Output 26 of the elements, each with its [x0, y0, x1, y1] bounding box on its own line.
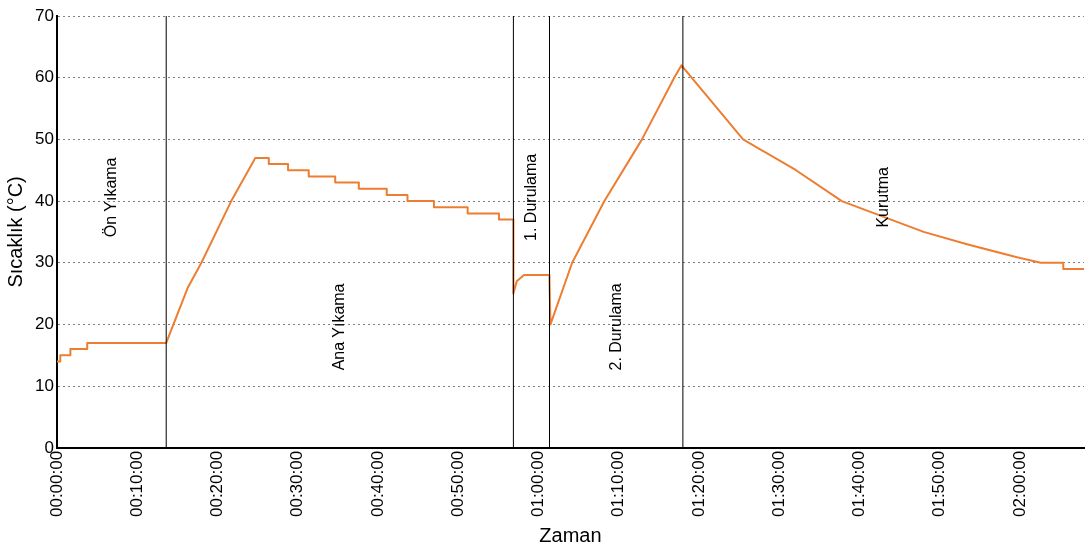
y-tick-label: 50 — [34, 129, 54, 149]
x-tick-label: 02:00:00 — [1009, 450, 1029, 518]
annotation: Ana Yıkama — [330, 283, 348, 371]
x-tick-label: 01:40:00 — [849, 450, 869, 518]
x-tick-label: 00:10:00 — [126, 450, 146, 518]
y-tick-label: 70 — [34, 5, 54, 25]
y-tick-label: 20 — [34, 314, 54, 334]
annotation: 1. Durulama — [521, 153, 539, 241]
x-tick-label: 01:50:00 — [929, 450, 949, 518]
y-tick-label: 60 — [34, 67, 54, 87]
y-tick-label: 30 — [34, 252, 54, 272]
x-tick-label: 00:50:00 — [447, 450, 467, 518]
y-axis-title: Sıcaklık (°C) — [3, 176, 26, 288]
x-tick-label: 00:40:00 — [367, 450, 387, 518]
x-tick-label: 00:30:00 — [287, 450, 307, 518]
x-tick-label: 01:20:00 — [688, 450, 708, 518]
y-tick-label: 40 — [34, 190, 54, 210]
x-tick-label: 00:20:00 — [207, 450, 227, 518]
annotation: Kurutma — [873, 167, 891, 228]
x-axis-title: Zaman — [539, 523, 602, 546]
annotation: Ön Yıkama — [101, 157, 119, 238]
x-tick-label: 01:00:00 — [528, 450, 548, 518]
x-tick-label: 01:30:00 — [768, 450, 788, 518]
y-tick-label: 10 — [34, 375, 54, 395]
x-tick-label: 01:10:00 — [608, 450, 628, 518]
annotation: 2. Durulama — [606, 283, 624, 371]
